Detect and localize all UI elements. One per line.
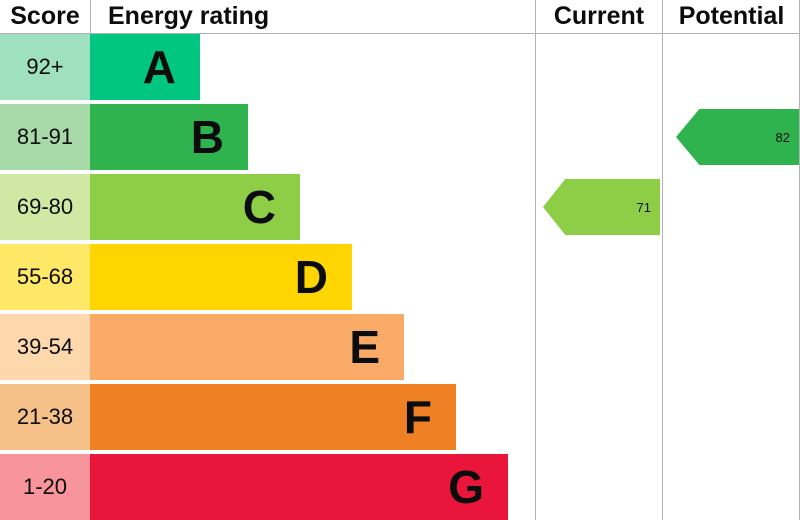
score-cell-e: 39-54 bbox=[0, 314, 90, 380]
score-label: 1-20 bbox=[22, 474, 68, 499]
band-row-f: 21-38 F bbox=[0, 384, 535, 450]
rating-letter-a: A bbox=[142, 41, 176, 93]
score-cell-f: 21-38 bbox=[0, 384, 90, 450]
current-rating-arrow: 71 bbox=[543, 179, 660, 235]
rating-bar-g: G bbox=[90, 454, 508, 520]
band-row-a: 92+ A bbox=[0, 34, 535, 100]
band-row-d: 55-68 D bbox=[0, 244, 535, 310]
current-rating-value: 71 bbox=[636, 199, 651, 215]
score-label: 81-91 bbox=[16, 124, 74, 149]
potential-rating-value: 82 bbox=[775, 129, 790, 145]
rating-letter-b: B bbox=[190, 111, 224, 163]
score-label: 69-80 bbox=[16, 194, 74, 219]
divider-current bbox=[535, 0, 536, 520]
rating-letter-d: D bbox=[294, 251, 328, 303]
divider-score bbox=[90, 0, 91, 33]
band-row-b: 81-91 B bbox=[0, 104, 535, 170]
score-cell-c: 69-80 bbox=[0, 174, 90, 240]
rating-bar-b: B bbox=[90, 104, 248, 170]
rating-bar-e: E bbox=[90, 314, 404, 380]
header-score: Score bbox=[10, 2, 80, 30]
band-row-e: 39-54 E bbox=[0, 314, 535, 380]
rating-letter-e: E bbox=[349, 321, 380, 373]
rating-bar-a: A bbox=[90, 34, 200, 100]
rating-bar-d: D bbox=[90, 244, 352, 310]
potential-rating-arrow: 82 bbox=[676, 109, 799, 165]
score-cell-b: 81-91 bbox=[0, 104, 90, 170]
score-cell-g: 1-20 bbox=[0, 454, 90, 520]
score-label: 92+ bbox=[26, 54, 64, 79]
score-label: 21-38 bbox=[16, 404, 74, 429]
rating-bar-c: C bbox=[90, 174, 300, 240]
header-underline bbox=[0, 33, 800, 34]
rating-letter-f: F bbox=[403, 391, 432, 443]
score-label: 39-54 bbox=[16, 334, 74, 359]
rating-bar-f: F bbox=[90, 384, 456, 450]
rating-letter-g: G bbox=[448, 461, 484, 513]
score-label: 55-68 bbox=[16, 264, 74, 289]
header-potential: Potential bbox=[678, 2, 785, 30]
score-cell-d: 55-68 bbox=[0, 244, 90, 310]
header-current: Current bbox=[553, 2, 645, 30]
score-cell-a: 92+ bbox=[0, 34, 90, 100]
band-row-c: 69-80 C bbox=[0, 174, 535, 240]
divider-potential bbox=[662, 0, 663, 520]
band-row-g: 1-20 G bbox=[0, 454, 535, 520]
header-energy-rating: Energy rating bbox=[108, 2, 270, 30]
rating-letter-c: C bbox=[242, 181, 276, 233]
